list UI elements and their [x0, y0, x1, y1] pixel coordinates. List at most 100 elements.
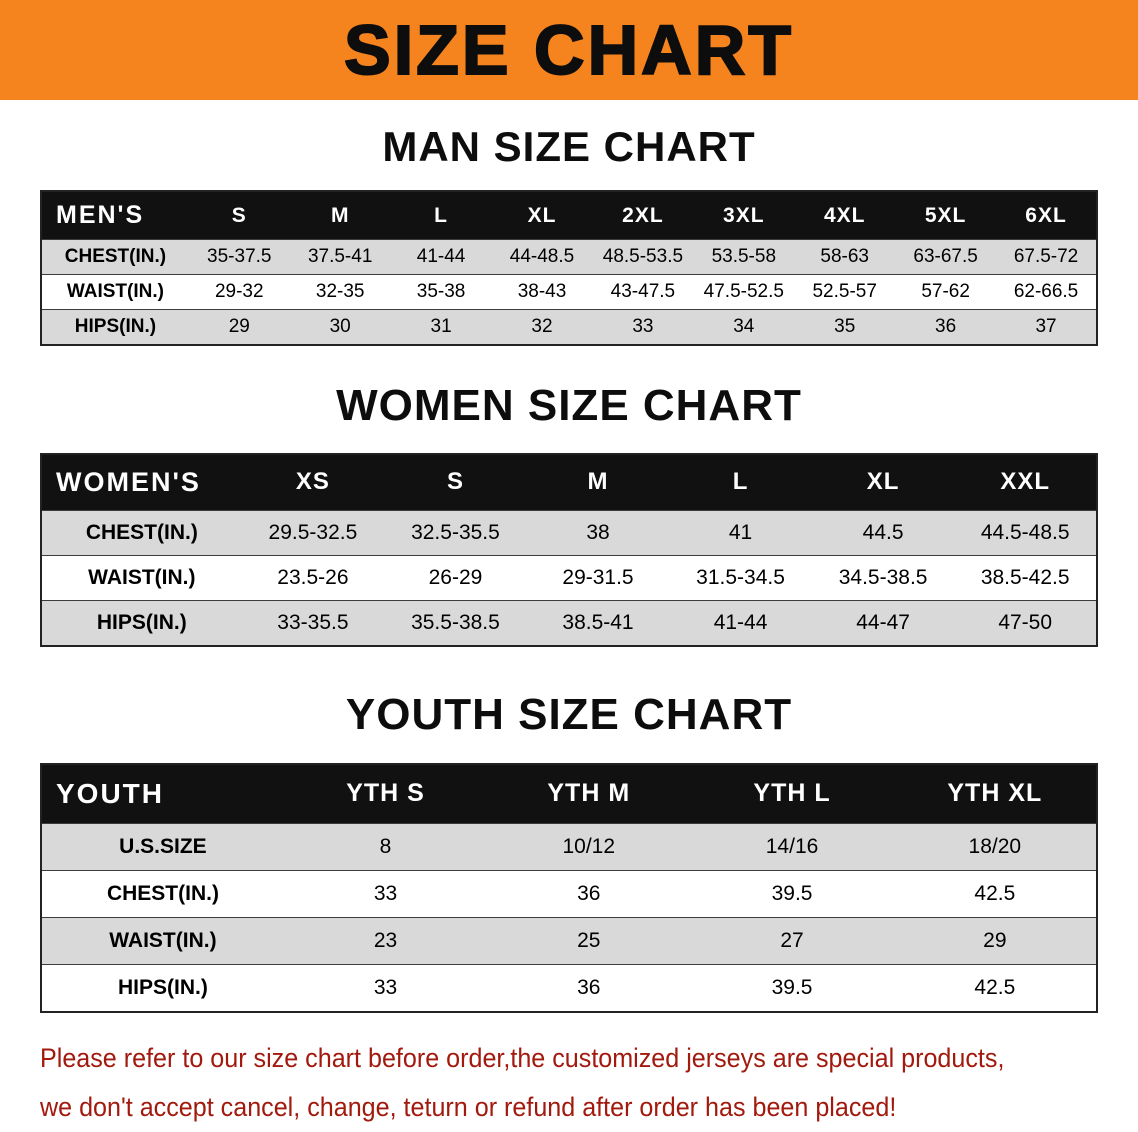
row-label: WAIST(IN.): [88, 565, 196, 589]
women-size-table: WOMEN'S XS S M L XL XXL CHEST(IN.) 29.5-32.5 32.5…: [40, 452, 1098, 647]
size-value-cell: 18/20: [968, 834, 1022, 858]
size-value-cell: 42.5: [974, 881, 1016, 905]
size-value-cell: 48.5-53.5: [602, 246, 684, 268]
size-value-cell: 32: [531, 316, 553, 338]
row-label: HIPS(IN.): [74, 316, 157, 338]
size-value-cell: 32-35: [315, 281, 365, 303]
size-value-cell: 36: [577, 975, 601, 999]
size-value-cell: 35-37.5: [207, 246, 272, 268]
size-column-header: XL: [866, 468, 900, 496]
size-column-header: 2XL: [622, 203, 664, 227]
size-value-cell: 62-66.5: [1013, 281, 1079, 303]
size-column-header: M: [330, 203, 350, 227]
row-label: CHEST(IN.): [106, 881, 219, 905]
size-value-cell: 27: [780, 928, 804, 952]
size-column-header: 3XL: [723, 203, 765, 227]
size-value-cell: 25: [577, 928, 601, 952]
size-column-header: XL: [527, 203, 557, 227]
size-value-cell: 57-62: [921, 281, 970, 303]
size-column-header: 6XL: [1025, 203, 1067, 227]
size-column-header: YTH M: [547, 779, 631, 808]
size-value-cell: 14/16: [765, 834, 819, 858]
size-column-header: 4XL: [823, 203, 866, 227]
size-value-cell: 32.5-35.5: [411, 520, 500, 544]
size-value-cell: 29-31.5: [562, 565, 634, 589]
women-header-label: WOMEN'S: [56, 466, 201, 497]
youth-header-label: YOUTH: [56, 777, 164, 809]
table-row: WAIST(IN.) 29-32 32-35 35-38 38-43 43-47.5 47.…: [41, 274, 1097, 310]
size-value-cell: 47-50: [998, 610, 1053, 634]
size-value-cell: 38-43: [517, 281, 567, 303]
size-value-cell: 44-47: [856, 610, 910, 634]
size-value-cell: 33: [632, 316, 654, 338]
size-value-cell: 37.5-41: [307, 246, 373, 268]
table-row: WAIST(IN.) 23 25 27 29: [41, 917, 1097, 965]
size-value-cell: 23.5-26: [277, 565, 349, 589]
size-charts: MAN SIZE CHART MEN'S S M L XL 2XL 3XL 4XL 5XL 6XL C…: [0, 123, 1138, 1013]
size-column-header: 5XL: [924, 203, 967, 227]
size-value-cell: 33-35.5: [277, 610, 349, 634]
size-value-cell: 37: [1035, 316, 1057, 338]
men-header-label: MEN'S: [56, 201, 145, 230]
size-column-header: L: [732, 468, 749, 496]
header-row: MEN'S S M L XL 2XL 3XL 4XL 5XL 6XL: [41, 191, 1097, 240]
size-value-cell: 26-29: [428, 565, 483, 589]
size-value-cell: 31: [430, 316, 452, 338]
row-label: U.S.SIZE: [119, 834, 207, 858]
size-column-header: S: [231, 203, 247, 227]
men-size-chart-heading: MAN SIZE CHART: [382, 123, 756, 170]
youth-size-table: YOUTH YTH S YTH M YTH L YTH XL U.S.SIZE 8 10/12…: [40, 762, 1098, 1013]
size-value-cell: 38.5-42.5: [980, 565, 1070, 589]
table-row: WAIST(IN.) 23.5-26 26-29 29-31.5 31.5-34.5 34…: [41, 555, 1097, 601]
size-column-header: YTH S: [346, 779, 425, 808]
table-row: CHEST(IN.) 35-37.5 37.5-41 41-44 44-48.5 48.5…: [41, 239, 1097, 275]
size-value-cell: 47.5-52.5: [703, 281, 784, 303]
size-value-cell: 41-44: [713, 610, 768, 634]
size-value-cell: 35-38: [416, 281, 466, 303]
size-value-cell: 29-32: [214, 281, 264, 303]
size-value-cell: 44-48.5: [509, 246, 575, 268]
row-label: WAIST(IN.): [66, 281, 164, 303]
women-size-chart-heading: WOMEN SIZE CHART: [336, 381, 802, 431]
size-value-cell: 23: [373, 928, 398, 952]
table-row: HIPS(IN.) 29 30 31 32 33 34 35 36 37: [41, 309, 1097, 346]
size-value-cell: 34.5-38.5: [838, 565, 928, 589]
size-value-cell: 30: [329, 316, 351, 338]
size-value-cell: 36: [935, 316, 957, 338]
size-column-header: XS: [295, 468, 330, 496]
size-value-cell: 36: [577, 881, 601, 905]
size-column-header: YTH L: [753, 779, 831, 808]
size-value-cell: 44.5-48.5: [980, 520, 1070, 544]
size-column-header: L: [434, 203, 448, 227]
size-value-cell: 35.5-38.5: [411, 610, 500, 634]
size-value-cell: 8: [379, 834, 392, 858]
size-value-cell: 41-44: [416, 246, 466, 268]
size-value-cell: 67.5-72: [1013, 246, 1079, 268]
row-label: CHEST(IN.): [85, 520, 198, 544]
size-value-cell: 63-67.5: [913, 246, 978, 268]
size-value-cell: 58-63: [820, 246, 870, 268]
women-size-section: WOMEN SIZE CHART WOMEN'S XS S M L XL XXL CHEST(I…: [0, 381, 1138, 647]
youth-size-section: YOUTH SIZE CHART YOUTH YTH S YTH M YTH L YTH …: [0, 690, 1138, 1013]
size-value-cell: 33: [373, 975, 398, 999]
disclaimer-line-2: we don't accept cancel, change, teturn o…: [40, 1092, 897, 1123]
disclaimer: Please refer to our size chart before or…: [40, 1041, 1098, 1125]
size-value-cell: 41: [728, 520, 753, 544]
size-value-cell: 38.5-41: [562, 610, 634, 634]
size-value-cell: 34: [733, 316, 755, 338]
size-value-cell: 53.5-58: [711, 246, 777, 268]
row-label: CHEST(IN.): [64, 246, 167, 268]
size-value-cell: 31.5-34.5: [696, 565, 785, 589]
size-value-cell: 44.5: [862, 520, 904, 544]
row-label: WAIST(IN.): [109, 928, 217, 952]
table-row: HIPS(IN.) 33 36 39.5 42.5: [41, 964, 1097, 1012]
header-row: WOMEN'S XS S M L XL XXL: [41, 453, 1097, 511]
table-row: HIPS(IN.) 33-35.5 35.5-38.5 38.5-41 41-44 44-…: [41, 600, 1097, 646]
size-column-header: XXL: [1000, 468, 1051, 496]
size-value-cell: 38: [586, 520, 610, 544]
table-row: U.S.SIZE 8 10/12 14/16 18/20: [41, 823, 1097, 871]
size-column-header: M: [587, 468, 609, 496]
size-value-cell: 35: [834, 316, 856, 338]
size-value-cell: 29: [983, 928, 1007, 952]
